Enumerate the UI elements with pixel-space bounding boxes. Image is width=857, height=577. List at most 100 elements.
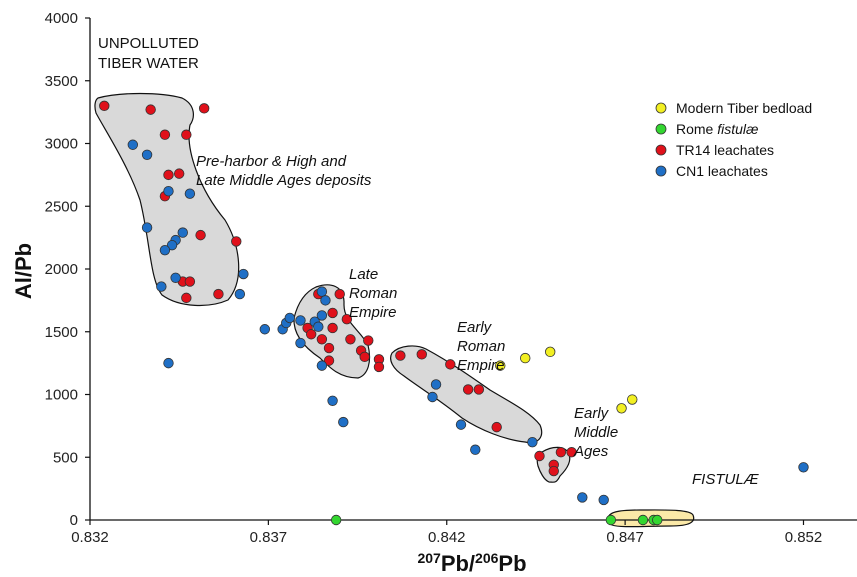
early-roman-line1: Early [457,319,493,336]
x-tick-label: 0.852 [785,529,823,546]
tr14-point [195,229,206,241]
tr14-point [198,103,210,114]
cn1-point [141,149,153,160]
early-roman-line2: Roman [457,338,505,355]
tr14-point [373,361,385,373]
cn1-point [598,494,609,506]
tr14-point [473,384,485,395]
fistulae-point [605,514,617,526]
cn1-point [427,391,438,403]
cn1-point [159,244,171,256]
fistulae-point [330,514,342,526]
x-tick-label: 0.842 [428,529,466,546]
cn1-point [163,357,174,369]
cn1-point [156,281,167,292]
tr14-point [359,351,370,363]
legend: Modern Tiber bedload Rome fistulæ TR14 lea… [655,100,812,179]
cn1-point [184,188,196,199]
legend-label-tr14: TR14 leachates [676,142,774,158]
x-tick-label: 0.832 [71,529,109,546]
cn1-point [577,492,588,503]
legend-marker-tr14 [655,144,667,156]
legend-label-modern: Modern Tiber bedload [676,100,812,116]
cn1-point [316,360,328,371]
modern-point [627,394,638,405]
tr14-point [99,100,110,112]
tr14-point [345,334,356,345]
x-title-sup2: 206 [475,550,499,566]
cn1-point [238,268,249,280]
early-middle-line2: Middle [574,424,618,441]
tr14-point [327,322,338,334]
y-tick-label: 1500 [45,324,78,341]
cn1-point [470,444,481,455]
cn1-point [259,324,271,335]
data-points [99,100,809,526]
tr14-point [363,335,374,346]
legend-label-italic: fistulæ [717,121,758,137]
late-roman-line1: Late [349,266,378,283]
cn1-point [320,295,331,306]
fistulae-point [652,514,663,526]
cn1-point [527,436,538,448]
tr14-point [341,314,353,325]
cn1-point [234,288,246,300]
x-title-sup1: 207 [417,550,441,566]
early-middle-ages-label: Early Middle Ages [573,405,622,460]
cn1-point [316,286,328,297]
cn1-point [295,315,306,326]
fistulae-label: FISTULÆ [692,471,760,488]
y-tick-label: 0 [70,512,78,529]
x-title-base1: Pb/ [441,551,475,576]
tr14-point [445,359,456,370]
tr14-point [181,292,192,304]
cn1-point [163,185,174,197]
early-roman-region [390,345,543,444]
unpolluted-line2: TIBER WATER [98,55,199,72]
cn1-point [170,272,181,283]
tr14-point [555,447,567,458]
y-tick-label: 1000 [45,387,78,404]
tr14-point [173,168,185,179]
late-roman-line3: Empire [349,304,397,321]
fistulae-point [637,514,649,526]
tr14-point [334,288,345,300]
legend-label-text: Rome [676,121,717,137]
y-tick-label: 500 [53,449,78,466]
tr14-point [462,384,474,395]
modern-point [520,352,531,364]
y-tick-label: 3500 [45,73,78,90]
tr14-point [213,288,224,300]
unpolluted-line1: UNPOLLUTED [98,35,199,52]
legend-label-text: TR14 leachates [676,142,774,158]
y-axis-title: Al/Pb [11,243,36,299]
preharbor-line1: Pre-harbor & High and [196,153,347,170]
y-tick-label: 2500 [45,198,78,215]
tr14-point [181,129,192,140]
tr14-point [316,334,328,345]
early-middle-line1: Early [574,405,610,422]
tr14-point [566,447,577,458]
x-tick-label: 0.847 [606,529,644,546]
legend-label-text: Modern Tiber bedload [676,100,812,116]
tr14-point [323,355,335,366]
tr14-point [184,276,196,287]
x-title-base2: Pb [498,551,526,576]
legend-marker-cn1 [655,165,667,177]
tr14-point [145,104,156,115]
preharbor-line2: Late Middle Ages deposits [196,172,372,189]
cn1-point [284,312,295,324]
tr14-point [323,342,335,354]
unpolluted-label: UNPOLLUTED TIBER WATER [98,35,203,72]
legend-marker-modern [655,102,667,114]
cn1-point [430,379,442,390]
cn1-point [455,419,467,430]
late-roman-label: Late Roman Empire [349,266,402,321]
legend-label-cn1: CN1 leachates [676,163,768,179]
late-roman-line2: Roman [349,285,397,302]
early-roman-line3: Empire [457,357,505,374]
tr14-point [548,465,559,477]
cn1-point [295,337,306,349]
cn1-point [177,227,188,238]
cn1-point [166,239,178,251]
